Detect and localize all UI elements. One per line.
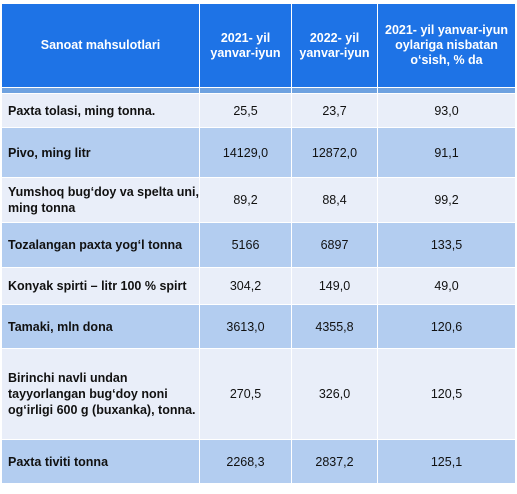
growth-percent: 91,1 <box>377 127 516 178</box>
header-row: Sanoat mahsulotlari 2021- yil yanvar-iyu… <box>1 3 516 88</box>
header-products: Sanoat mahsulotlari <box>1 3 200 88</box>
value-2021: 5166 <box>199 222 292 268</box>
value-2022: 326,0 <box>291 348 378 440</box>
product-name: Birinchi navli undan tayyorlangan bug‘do… <box>1 348 200 440</box>
table-row: Paxta tolasi, ming tonna. 25,5 23,7 93,0 <box>1 93 516 128</box>
header-2022: 2022- yil yanvar-iyun <box>291 3 378 88</box>
table-row: Yumshoq bug‘doy va spelta uni, ming tonn… <box>1 177 516 223</box>
value-2022: 23,7 <box>291 93 378 128</box>
spacer-row <box>1 87 516 94</box>
value-2022: 88,4 <box>291 177 378 223</box>
growth-percent: 99,2 <box>377 177 516 223</box>
growth-percent: 93,0 <box>377 93 516 128</box>
product-name: Pivo, ming litr <box>1 127 200 178</box>
product-name: Paxta tiviti tonna <box>1 439 200 484</box>
industrial-products-table: Sanoat mahsulotlari 2021- yil yanvar-iyu… <box>1 3 516 484</box>
value-2021: 3613,0 <box>199 304 292 349</box>
table-row: Birinchi navli undan tayyorlangan bug‘do… <box>1 348 516 440</box>
value-2021: 14129,0 <box>199 127 292 178</box>
value-2022: 149,0 <box>291 267 378 305</box>
product-name: Tamaki, mln dona <box>1 304 200 349</box>
value-2021: 25,5 <box>199 93 292 128</box>
growth-percent: 133,5 <box>377 222 516 268</box>
product-name: Konyak spirti – litr 100 % spirt <box>1 267 200 305</box>
value-2021: 89,2 <box>199 177 292 223</box>
value-2021: 270,5 <box>199 348 292 440</box>
table-row: Konyak spirti – litr 100 % spirt 304,2 1… <box>1 267 516 305</box>
product-name: Paxta tolasi, ming tonna. <box>1 93 200 128</box>
table-row: Pivo, ming litr 14129,0 12872,0 91,1 <box>1 127 516 178</box>
value-2022: 6897 <box>291 222 378 268</box>
value-2022: 2837,2 <box>291 439 378 484</box>
table-row: Tamaki, mln dona 3613,0 4355,8 120,6 <box>1 304 516 349</box>
growth-percent: 49,0 <box>377 267 516 305</box>
table-row: Tozalangan paxta yog‘l tonna 5166 6897 1… <box>1 222 516 268</box>
value-2021: 2268,3 <box>199 439 292 484</box>
product-name: Tozalangan paxta yog‘l tonna <box>1 222 200 268</box>
product-name: Yumshoq bug‘doy va spelta uni, ming tonn… <box>1 177 200 223</box>
header-growth-percent: 2021- yil yanvar-iyun oylariga nisbatan … <box>377 3 516 88</box>
growth-percent: 120,5 <box>377 348 516 440</box>
value-2021: 304,2 <box>199 267 292 305</box>
value-2022: 12872,0 <box>291 127 378 178</box>
value-2022: 4355,8 <box>291 304 378 349</box>
table-row: Paxta tiviti tonna 2268,3 2837,2 125,1 <box>1 439 516 484</box>
growth-percent: 120,6 <box>377 304 516 349</box>
header-2021: 2021- yil yanvar-iyun <box>199 3 292 88</box>
growth-percent: 125,1 <box>377 439 516 484</box>
